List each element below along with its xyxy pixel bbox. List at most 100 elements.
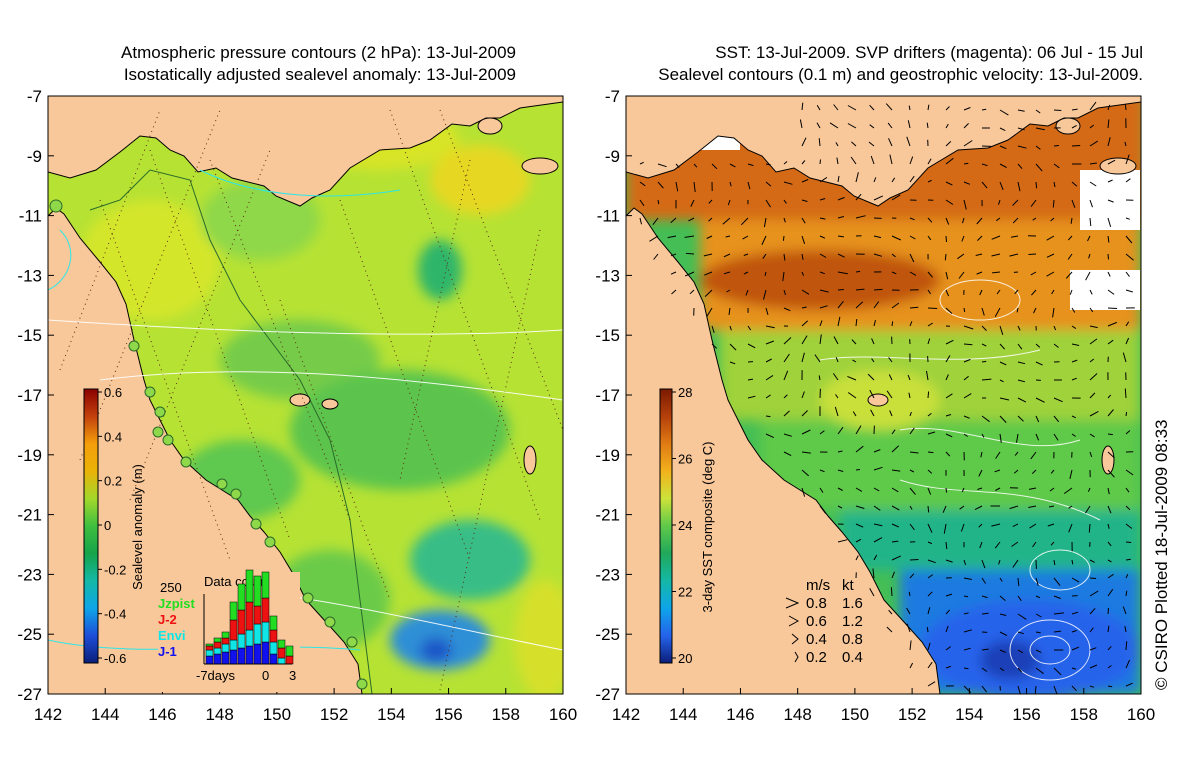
velocity-arrow xyxy=(945,593,953,597)
velocity-arrow xyxy=(1035,343,1041,348)
inset-bar-segment xyxy=(205,643,214,647)
speed-legend-ms: 0.6 xyxy=(806,613,827,630)
right-panel-title: SST: 13-Jul-2009. SVP drifters (magenta)… xyxy=(560,42,1143,86)
velocity-arrow xyxy=(891,571,895,579)
velocity-arrow xyxy=(1089,410,1099,417)
velocity-arrow xyxy=(873,554,878,561)
velocity-arrow xyxy=(1017,631,1025,635)
velocity-arrow xyxy=(703,253,713,257)
velocity-arrow xyxy=(818,138,821,147)
velocity-arrow xyxy=(871,358,875,363)
velocity-arrow xyxy=(725,235,731,238)
velocity-arrow xyxy=(1125,659,1131,669)
velocity-arrow xyxy=(684,271,695,277)
velocity-arrow xyxy=(855,318,858,327)
velocity-arrow xyxy=(891,271,897,275)
colorbar-tick-label: 24 xyxy=(678,518,692,533)
velocity-arrow xyxy=(1089,647,1097,651)
velocity-arrow xyxy=(747,343,756,349)
velocity-arrow xyxy=(819,176,828,183)
velocity-arrow xyxy=(765,181,772,187)
velocity-arrow xyxy=(850,156,857,165)
velocity-arrow xyxy=(1089,307,1094,313)
velocity-arrow xyxy=(999,343,1006,350)
inset-bar-segment xyxy=(205,645,214,651)
velocity-arrow xyxy=(689,289,695,295)
inset-bar-segment xyxy=(237,609,246,635)
velocity-arrow xyxy=(837,539,848,543)
velocity-arrow xyxy=(927,235,932,241)
inset-bar-segment xyxy=(261,641,270,665)
velocity-arrow xyxy=(747,325,752,331)
velocity-arrow xyxy=(723,253,731,258)
velocity-arrow xyxy=(869,104,875,111)
velocity-arrow xyxy=(909,505,913,510)
velocity-arrow xyxy=(729,343,737,351)
velocity-arrow xyxy=(906,623,911,633)
velocity-arrow xyxy=(1009,505,1019,510)
velocity-arrow xyxy=(1053,325,1057,331)
velocity-arrow xyxy=(981,307,985,316)
velocity-arrow xyxy=(801,451,811,454)
speed-header-kt: kt xyxy=(842,577,855,594)
velocity-arrow xyxy=(999,613,1007,616)
velocity-arrow xyxy=(729,325,732,331)
velocity-arrow xyxy=(765,374,774,381)
velocity-arrow xyxy=(981,685,987,693)
velocity-arrow xyxy=(1050,217,1055,222)
velocity-arrow xyxy=(999,577,1003,582)
velocity-arrow xyxy=(927,391,930,399)
velocity-arrow xyxy=(1017,145,1027,149)
velocity-arrow xyxy=(909,662,914,669)
velocity-arrow xyxy=(1087,235,1091,242)
velocity-arrow xyxy=(747,378,754,381)
velocity-arrow xyxy=(873,523,883,527)
speed-legend-kt: 0.4 xyxy=(842,649,863,666)
velocity-arrow xyxy=(891,487,899,493)
velocity-arrow xyxy=(1089,358,1095,363)
velocity-arrow xyxy=(945,123,949,129)
velocity-arrow xyxy=(945,289,950,297)
velocity-arrow xyxy=(688,217,695,222)
velocity-arrow xyxy=(1124,626,1127,633)
velocity-arrow xyxy=(819,159,821,165)
velocity-arrow xyxy=(1089,140,1099,147)
velocity-arrow xyxy=(1107,588,1114,597)
velocity-arrow xyxy=(1035,415,1040,423)
velocity-arrow xyxy=(783,161,788,165)
islands xyxy=(289,117,559,475)
colorbar-tick-label: 0.2 xyxy=(104,474,122,489)
velocity-arrow xyxy=(729,181,732,187)
velocity-arrow xyxy=(1068,523,1073,533)
speed-legend-kt: 0.8 xyxy=(842,631,863,648)
velocity-arrow xyxy=(981,559,986,569)
velocity-arrow xyxy=(999,145,1007,150)
velocity-arrow xyxy=(708,199,713,204)
velocity-arrow xyxy=(852,359,857,363)
velocity-arrow xyxy=(711,343,718,349)
colorbar-tick-label: 20 xyxy=(678,651,692,666)
velocity-arrow xyxy=(1107,607,1109,615)
velocity-arrow xyxy=(927,307,938,309)
velocity-arrow xyxy=(816,122,821,129)
velocity-arrow xyxy=(1122,352,1127,363)
velocity-arrow xyxy=(1067,235,1073,241)
velocity-arrow xyxy=(1089,162,1097,165)
velocity-arrow xyxy=(1069,469,1073,480)
velocity-arrow xyxy=(945,451,951,457)
velocity-arrow xyxy=(1035,595,1041,599)
velocity-arrow xyxy=(801,217,806,224)
velocity-arrow xyxy=(1011,541,1019,547)
velocity-arrow xyxy=(1071,181,1078,187)
velocity-arrow xyxy=(867,373,875,381)
velocity-arrow xyxy=(1071,433,1076,437)
velocity-arrow xyxy=(981,612,989,615)
velocity-arrow xyxy=(1089,590,1099,597)
velocity-arrow xyxy=(763,289,767,300)
inset-bar-segment xyxy=(253,575,262,607)
velocity-arrow xyxy=(1107,199,1114,203)
inset-bar-segment xyxy=(253,643,262,665)
velocity-arrow xyxy=(1071,124,1077,129)
velocity-arrow xyxy=(870,409,875,417)
lon-tick-right: 160 xyxy=(1127,705,1155,724)
